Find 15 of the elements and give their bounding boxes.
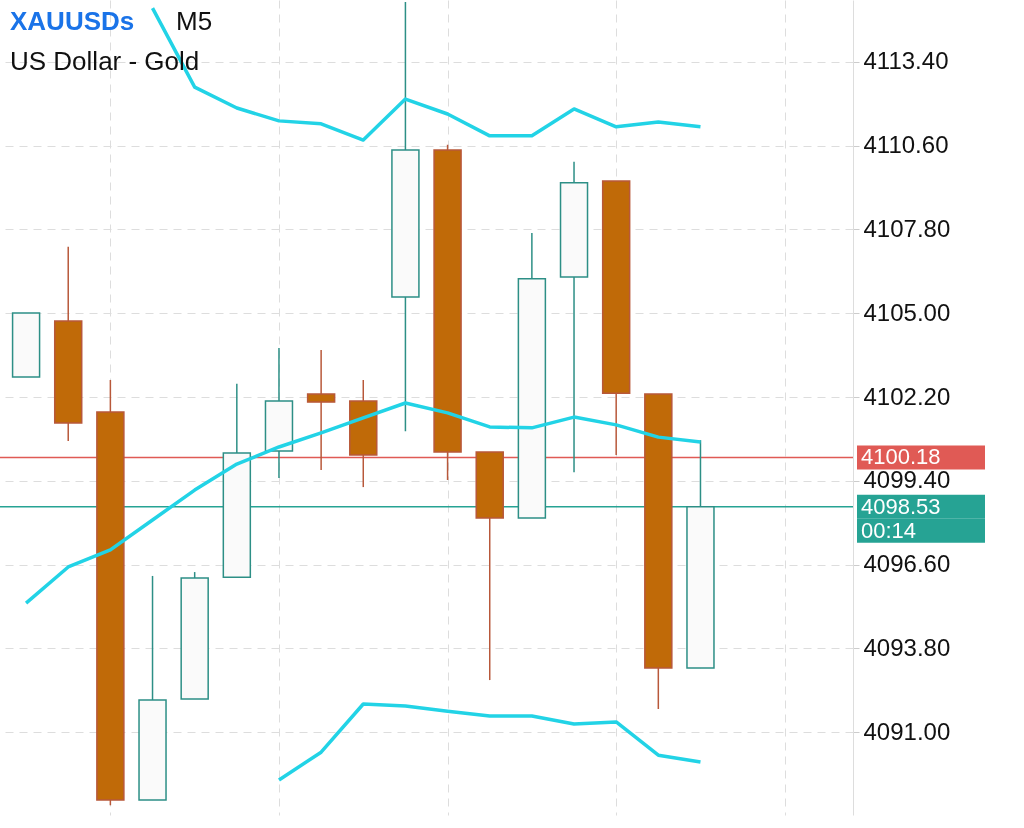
chart-title: XAUUSDs: [10, 6, 135, 36]
y-tick-label: 4113.40: [863, 47, 949, 75]
y-tick-label: 4096.60: [863, 550, 951, 578]
y-tick-label: 4093.80: [863, 633, 951, 661]
y-tick-label: 4107.80: [863, 214, 951, 242]
y-tick-label: 4091.00: [863, 717, 951, 745]
text: 00:14: [861, 517, 917, 543]
y-tick-label: 4102.20: [863, 382, 951, 410]
annotation: M5: [176, 6, 213, 36]
y-tick-label: 4110.60: [863, 131, 949, 159]
candlestick: [306, 349, 336, 471]
line-series: [277, 702, 703, 782]
line-series: [24, 401, 703, 605]
y-tick-label: 4105.00: [863, 298, 951, 326]
ref-line-label: 4098.53: [861, 493, 941, 519]
